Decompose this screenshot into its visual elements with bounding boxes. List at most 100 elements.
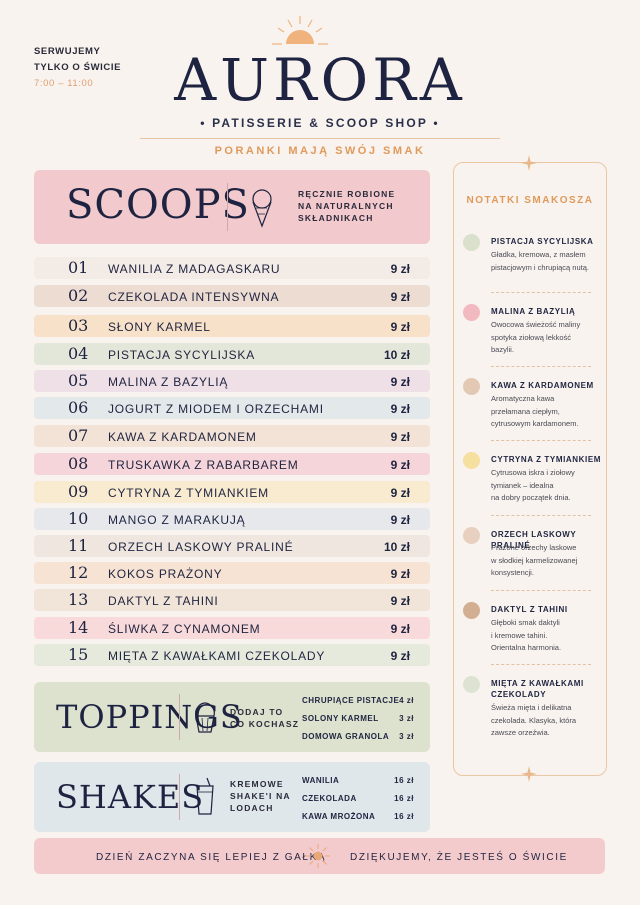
- note-separator: [491, 366, 591, 367]
- scoop-price: 9 zł: [390, 262, 410, 276]
- shakes-section: SHAKES KREMOWE SHAKE'I NA LODACH WANILIA…: [34, 762, 430, 832]
- toppings-section: TOPPINGS DODAJ TO CO KOCHASZ CHRUPIĄCE P…: [34, 682, 430, 752]
- scoop-name: DAKTYL Z TAHINI: [108, 594, 219, 608]
- note-description-line: Głęboki smak daktyli: [491, 618, 560, 627]
- note-color-dot: [463, 452, 480, 469]
- note-color-dot: [463, 676, 480, 693]
- scoop-number: 13: [68, 590, 89, 609]
- motto: PORANKI MAJĄ SWÓJ SMAK: [214, 145, 426, 157]
- shake-price: 16 zł: [394, 794, 414, 803]
- note-description-line: tymianek – idealna: [491, 480, 554, 490]
- topping-item: SOLONY KARMEL 3 zł: [302, 714, 414, 732]
- scoop-row: 09 CYTRYNA Z TYMIANKIEM 9 zł: [34, 481, 430, 503]
- scoop-name: MALINA Z BAZYLIĄ: [108, 375, 229, 389]
- scoop-price: 9 zł: [390, 430, 410, 444]
- shakes-note-line: LODACH: [230, 803, 274, 813]
- note-color-dot: [463, 527, 480, 544]
- shakes-list: WANILIA 16 zł CZEKOLADA 16 zł KAWA MROŻO…: [302, 776, 414, 830]
- serving-line-2: TYLKO O ŚWICIE: [34, 62, 122, 73]
- ice-cream-cone-icon: [252, 189, 272, 228]
- note-description-line: pistacjowym i chrupiącą nutą.: [491, 262, 589, 272]
- note-color-dot: [463, 602, 480, 619]
- toppings-list: CHRUPIĄCE PISTACJE 4 zł SOLONY KARMEL 3 …: [302, 696, 414, 750]
- note-title: PISTACJA SYCYLIJSKA: [491, 237, 594, 246]
- scoops-note: RĘCZNIE ROBIONE NA NATURALNYCH SKŁADNIKA…: [298, 188, 395, 224]
- scoop-row: 04 PISTACJA SYCYLIJSKA 10 zł: [34, 343, 430, 365]
- note-description: Prażone orzechy laskowe w słodkiej karmel…: [491, 542, 599, 580]
- scoop-price: 9 zł: [390, 513, 410, 527]
- note-separator: [491, 590, 591, 591]
- sunrise-icon: [272, 16, 328, 45]
- header-divider: [140, 138, 500, 139]
- shake-name: WANILIA: [302, 776, 340, 785]
- tasting-notes-title: NOTATKI SMAKOSZA: [466, 195, 594, 206]
- note-color-dot: [463, 304, 480, 321]
- scoop-number: 07: [68, 426, 89, 445]
- topping-item: CHRUPIĄCE PISTACJE 4 zł: [302, 696, 414, 714]
- scoops-title: SCOOPS: [66, 182, 250, 228]
- brand-tagline: • PATISSERIE & SCOOP SHOP •: [200, 116, 440, 130]
- topping-item: DOMOWA GRANOLA 3 zł: [302, 732, 414, 750]
- note-description: Głęboki smak daktyli i kremowe tahini. Ori…: [491, 617, 599, 655]
- toppings-note: DODAJ TO CO KOCHASZ: [230, 706, 299, 730]
- topping-price: 3 zł: [399, 714, 414, 723]
- note-separator: [491, 664, 591, 665]
- scoop-price: 9 zł: [390, 320, 410, 334]
- note-description: Aromatyczna kawa przełamana ciepłym, cytru…: [491, 393, 599, 431]
- shake-price: 16 zł: [394, 812, 414, 821]
- note-description-line: czekolada. Klasyka, która: [491, 715, 577, 725]
- scoops-header: SCOOPS RĘCZNIE ROBIONE NA NATURALNYCH SK…: [34, 170, 430, 244]
- scoop-row: 14 ŚLIWKA Z CYNAMONEM 9 zł: [34, 617, 430, 639]
- scoop-price: 10 zł: [383, 348, 410, 362]
- scoop-row: 13 DAKTYL Z TAHINI 9 zł: [34, 589, 430, 611]
- footer-left-text: DZIEŃ ZACZYNA SIĘ LEPIEJ Z GAŁKĄ: [96, 852, 327, 863]
- shake-item: CZEKOLADA 16 zł: [302, 794, 414, 812]
- scoop-number: 06: [68, 398, 89, 417]
- scoop-number: 03: [68, 316, 89, 335]
- scoop-price: 9 zł: [390, 594, 410, 608]
- shake-item: KAWA MROŻONA 16 zł: [302, 812, 414, 830]
- topping-name: SOLONY KARMEL: [302, 714, 379, 723]
- note-title: DAKTYL Z TAHINI: [491, 605, 568, 614]
- note-description: Gładka, kremowa, z masłem pistacjowym i c…: [491, 249, 599, 274]
- scoop-row: 03 SŁONY KARMEL 9 zł: [34, 315, 430, 337]
- note-description-line: i kremowe tahini.: [491, 630, 548, 640]
- shakes-note: KREMOWE SHAKE'I NA LODACH: [230, 778, 291, 814]
- scoop-row: 01 WANILIA Z MADAGASKARU 9 zł: [34, 257, 430, 279]
- note-title: MALINA Z BAZYLIĄ: [491, 307, 576, 316]
- shakes-note-line: KREMOWE: [230, 779, 284, 789]
- shake-price: 16 zł: [394, 776, 414, 785]
- scoop-number: 01: [68, 258, 89, 277]
- shakes-title: SHAKES: [56, 778, 205, 816]
- scoops-divider: [227, 183, 228, 231]
- scoop-name: WANILIA Z MADAGASKARU: [108, 262, 281, 276]
- note-title: KAWA Z KARDAMONEM: [491, 381, 594, 390]
- scoop-number: 10: [68, 509, 89, 528]
- scoop-number: 11: [68, 536, 89, 555]
- scoops-note-line: NA NATURALNYCH: [298, 201, 394, 211]
- note-description-line: Orientalna harmonia.: [491, 643, 562, 652]
- topping-name: DOMOWA GRANOLA: [302, 732, 390, 741]
- note-description-line: na dobry początek dnia.: [491, 493, 571, 502]
- footer-right-text: DZIĘKUJEMY, ŻE JESTEŚ O ŚWICIE: [350, 852, 568, 863]
- scoop-name: SŁONY KARMEL: [108, 320, 211, 334]
- sparkle-icon: [521, 766, 537, 782]
- scoop-name: ŚLIWKA Z CYNAMONEM: [108, 622, 261, 636]
- scoop-number: 15: [68, 645, 89, 664]
- shake-name: KAWA MROŻONA: [302, 812, 376, 821]
- scoop-name: ORZECH LASKOWY PRALINÉ: [108, 540, 294, 554]
- scoop-row: 08 TRUSKAWKA Z RABARBAREM 9 zł: [34, 453, 430, 475]
- scoop-price: 9 zł: [390, 486, 410, 500]
- scoop-number: 14: [68, 618, 89, 637]
- topping-price: 4 zł: [399, 696, 414, 705]
- note-description-line: zawsze orzeźwia.: [491, 728, 550, 737]
- scoop-price: 9 zł: [390, 375, 410, 389]
- toppings-note-line: CO KOCHASZ: [230, 719, 300, 729]
- note-description: Świeża mięta i delikatna czekolada. Klasy…: [491, 702, 599, 740]
- scoop-name: CYTRYNA Z TYMIANKIEM: [108, 486, 269, 500]
- scoop-name: PISTACJA SYCYLIJSKA: [108, 348, 256, 362]
- scoop-row: 11 ORZECH LASKOWY PRALINÉ 10 zł: [34, 535, 430, 557]
- cupcake-icon: [195, 702, 215, 733]
- serving-line-1: SERWUJEMY: [34, 46, 101, 57]
- note-description-line: Cytrusowa iskra i ziołowy: [491, 468, 575, 477]
